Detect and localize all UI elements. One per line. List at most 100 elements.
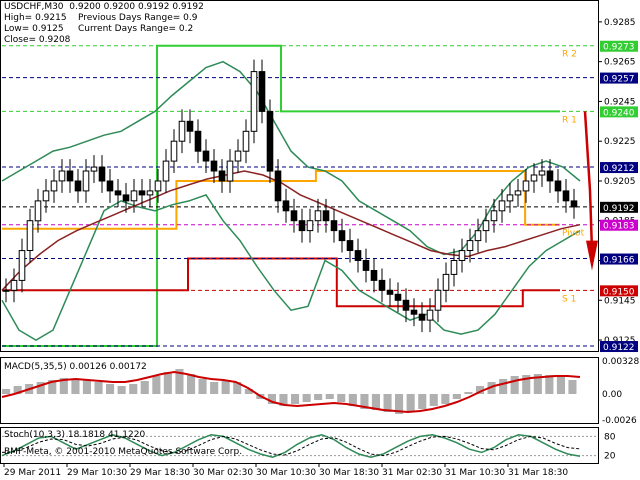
candle-body-57: [458, 250, 466, 262]
macd-bar-32: [371, 394, 380, 410]
candle-body-60: [482, 220, 490, 232]
r2-line: [2, 44, 560, 347]
macd-bar-11: [129, 384, 138, 394]
price-tag-bg-2: [600, 106, 638, 118]
macd-y-label-0: 0.00328: [602, 357, 639, 367]
candle-body-19: [154, 180, 162, 192]
price-tag-4: 0.9192: [603, 204, 635, 214]
price-level-dashed-lines: [2, 45, 596, 347]
candle-body-62: [498, 200, 506, 212]
macd-bar-34: [395, 394, 404, 414]
candle-body-32: [258, 71, 266, 112]
candle-body-33: [266, 110, 274, 172]
candle-body-61: [490, 210, 498, 222]
candle-body-3: [26, 220, 34, 251]
candle-body-65: [522, 180, 530, 192]
candle-body-1: [10, 279, 18, 291]
candle-body-18: [146, 190, 154, 196]
macd-bar-20: [233, 382, 242, 394]
candle-body-25: [202, 150, 210, 162]
macd-bar-6: [71, 379, 80, 394]
macd-bar-14: [163, 372, 172, 394]
candle-body-45: [362, 260, 370, 271]
macd-bar-40: [464, 392, 473, 394]
macd-bar-15: [175, 369, 184, 394]
arrow-head: [586, 240, 598, 271]
candle-body-63: [506, 194, 514, 202]
macd-bar-9: [106, 384, 115, 394]
y-tick-label-4: 0.9205: [604, 177, 636, 187]
candle-body-34: [274, 170, 282, 202]
candle-body-35: [282, 200, 290, 212]
low-label: Low= 0.9125: [4, 24, 64, 34]
price-tag-8: 0.9122: [603, 343, 635, 353]
price-tag-bg-7: [600, 285, 638, 297]
price-tag-bg-4: [600, 201, 638, 213]
candle-body-11: [90, 166, 98, 172]
x-tick-label-6: 31 Mar 02:30: [382, 468, 442, 478]
moving-average: [1, 170, 581, 291]
candle-body-29: [234, 150, 242, 162]
candle-body-28: [226, 160, 234, 182]
candle-body-9: [74, 180, 82, 192]
price-tag-bg-8: [600, 341, 638, 353]
x-tick-label-5: 30 Mar 18:30: [319, 468, 379, 478]
stoch-panel-frame: [0, 427, 599, 464]
x-tick-label-1: 29 Mar 10:30: [67, 468, 127, 478]
macd-bar-27: [314, 394, 323, 400]
candle-body-58: [466, 240, 474, 252]
candle-body-24: [194, 130, 202, 152]
macd-bar-5: [59, 378, 68, 394]
zone-label-r1: R 1: [562, 115, 577, 125]
macd-bar-41: [476, 386, 485, 394]
zone-label-r2: R 2: [562, 50, 577, 60]
macd-bar-49: [568, 380, 577, 394]
macd-bar-25: [291, 394, 300, 404]
bollinger-bands: [1, 60, 581, 341]
candle-body-40: [322, 210, 330, 222]
candle-body-49: [394, 293, 402, 301]
price-tag-bg-6: [600, 253, 638, 265]
zone-label-s1: S 1: [562, 294, 576, 304]
x-tick-label-0: 29 Mar 2011: [4, 468, 61, 478]
price-tag-7: 0.9150: [603, 287, 635, 297]
bb-lower-line: [1, 193, 581, 341]
forecast-arrow: [583, 111, 598, 271]
candle-body-10: [82, 170, 90, 192]
x-tick-label-2: 29 Mar 18:30: [130, 468, 190, 478]
candle-body-64: [514, 190, 522, 196]
candle-body-8: [66, 170, 74, 182]
candle-body-43: [346, 240, 354, 252]
macd-bar-21: [244, 389, 253, 394]
macd-bar-3: [36, 382, 45, 394]
macd-y-label-1: 0.00: [602, 390, 622, 400]
candle-body-13: [106, 180, 114, 192]
prev-range-label: Previous Days Range= 0.9: [78, 13, 198, 23]
macd-bar-29: [337, 394, 346, 402]
macd-bar-47: [545, 375, 554, 394]
candle-body-23: [186, 120, 194, 132]
stoch-series: 80 20: [1, 432, 616, 462]
macd-bar-19: [221, 380, 230, 394]
stoch-y-label-1: 20: [604, 452, 616, 462]
candle-body-66: [530, 174, 538, 182]
close-label: Close= 0.9208: [4, 35, 71, 45]
candle-body-17: [138, 190, 146, 196]
arrow-shaft: [583, 111, 594, 251]
candle-body-20: [162, 160, 170, 182]
candle-body-22: [178, 120, 186, 142]
y-tick-label-0: 0.9285: [604, 18, 636, 28]
price-tag-bg-1: [600, 72, 638, 84]
ma-line: [1, 170, 581, 291]
candle-body-14: [114, 190, 122, 196]
macd-bar-38: [441, 394, 450, 404]
stoch-signal-line: [1, 435, 581, 457]
x-tick-label-4: 30 Mar 10:30: [256, 468, 316, 478]
macd-bar-30: [348, 394, 357, 406]
x-tick-label-7: 31 Mar 10:30: [445, 468, 505, 478]
macd-bar-12: [140, 381, 149, 394]
candle-body-16: [130, 190, 138, 202]
candle-body-51: [410, 309, 418, 315]
zone-label-pivot: Pivot: [562, 229, 585, 239]
candle-body-6: [50, 180, 58, 192]
